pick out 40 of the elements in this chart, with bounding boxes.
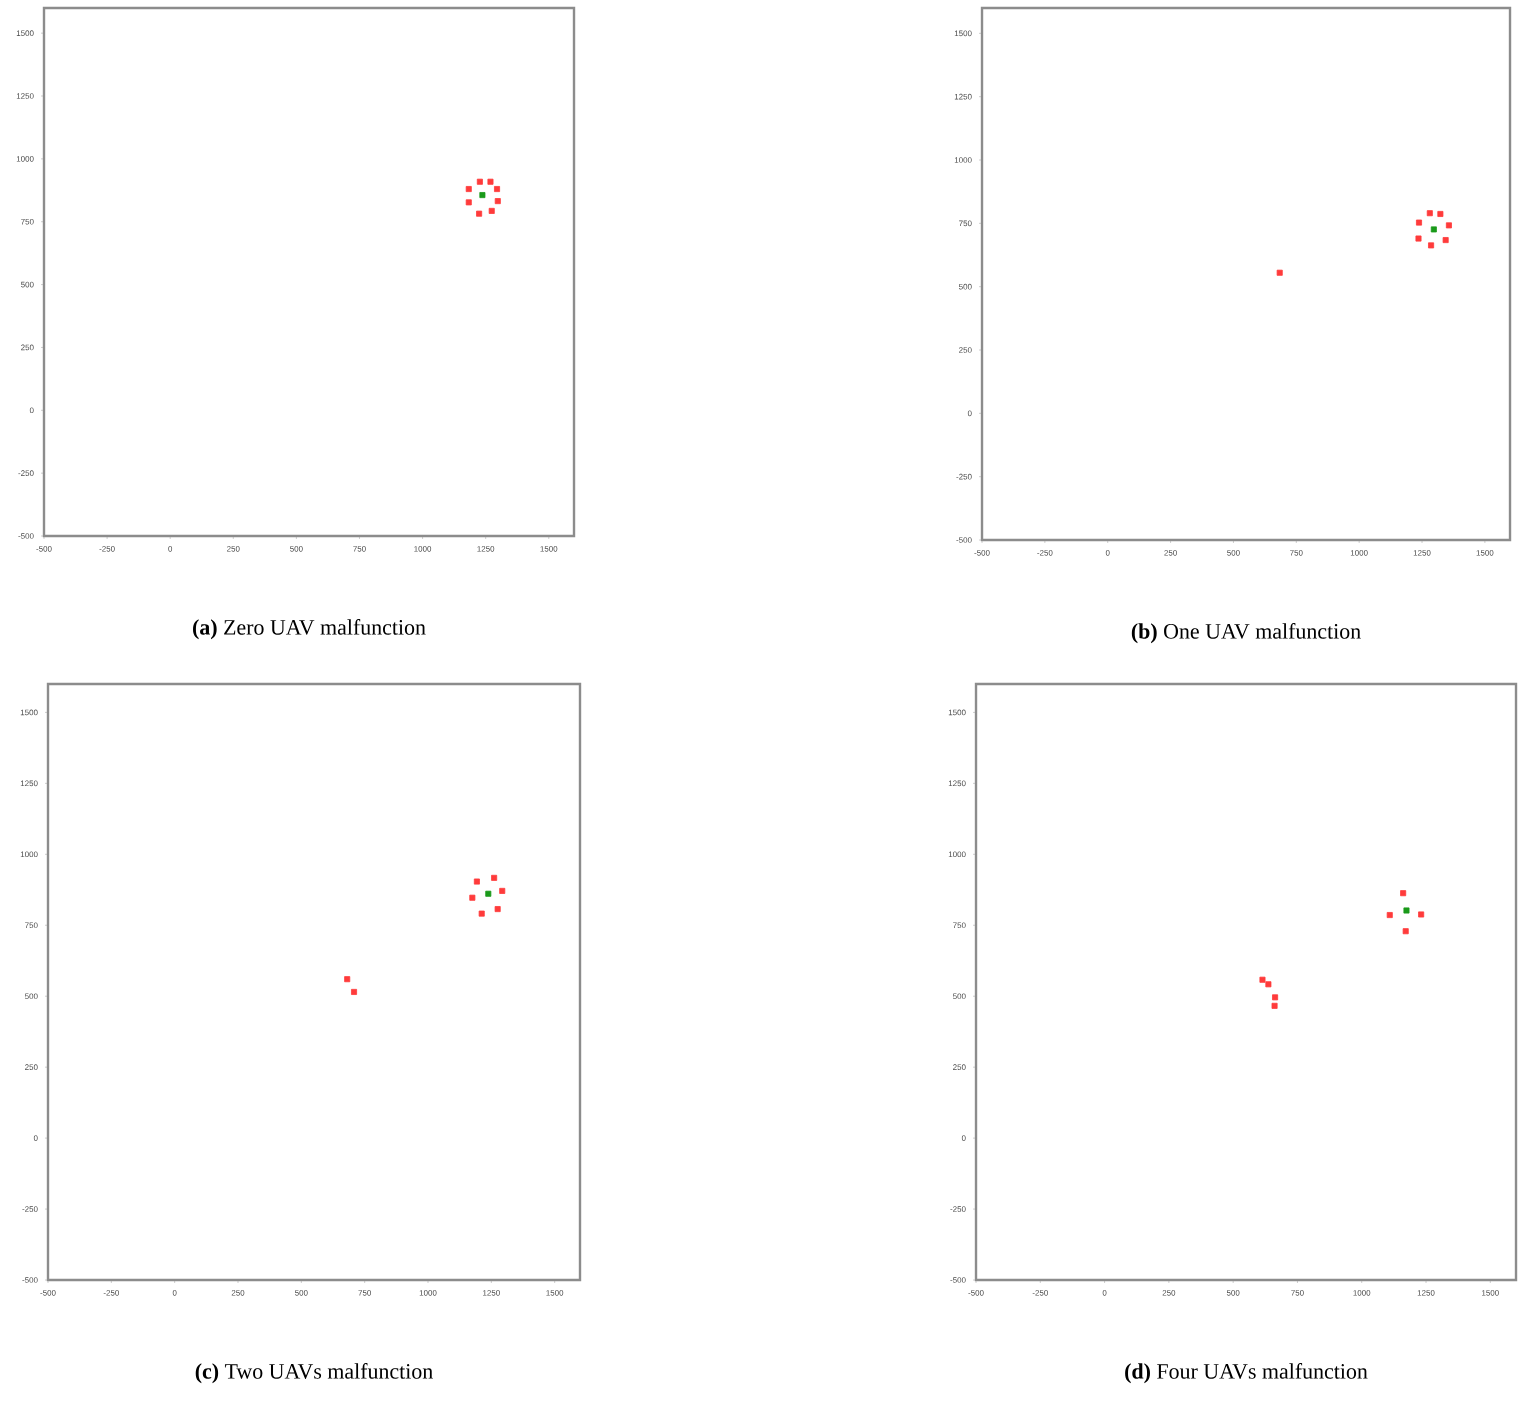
point [1442, 237, 1449, 244]
point [1445, 222, 1452, 229]
point [478, 910, 485, 917]
point [494, 906, 501, 913]
point [351, 988, 358, 995]
point [1415, 235, 1422, 242]
point [1416, 219, 1422, 226]
point [473, 878, 480, 885]
point [1271, 1002, 1278, 1009]
point [469, 894, 476, 901]
point [476, 210, 483, 217]
text: (b) One UAV malfunction [1131, 623, 1361, 644]
point [1265, 981, 1272, 988]
point [1272, 994, 1279, 1001]
point [465, 186, 472, 193]
text: (d) Four UAVs malfunction [1125, 1363, 1368, 1384]
point [344, 976, 351, 983]
point [479, 192, 486, 199]
point [1437, 210, 1444, 217]
point [488, 207, 495, 214]
text: (c) Two UAVs malfunction [195, 1363, 433, 1384]
point [485, 890, 492, 897]
point [1428, 242, 1435, 249]
point [491, 874, 498, 881]
point [1426, 210, 1433, 217]
point [1430, 226, 1437, 233]
point [499, 887, 506, 894]
point [1259, 976, 1266, 983]
text: (a) Zero UAV malfunction [193, 619, 426, 640]
point [1403, 907, 1410, 914]
point [494, 198, 501, 205]
point [476, 178, 483, 185]
point [1276, 269, 1283, 276]
point [1402, 928, 1409, 935]
point [487, 178, 494, 185]
point [1400, 890, 1407, 897]
point [1386, 912, 1393, 919]
point [1418, 911, 1425, 918]
point [494, 186, 501, 193]
point [465, 199, 472, 206]
